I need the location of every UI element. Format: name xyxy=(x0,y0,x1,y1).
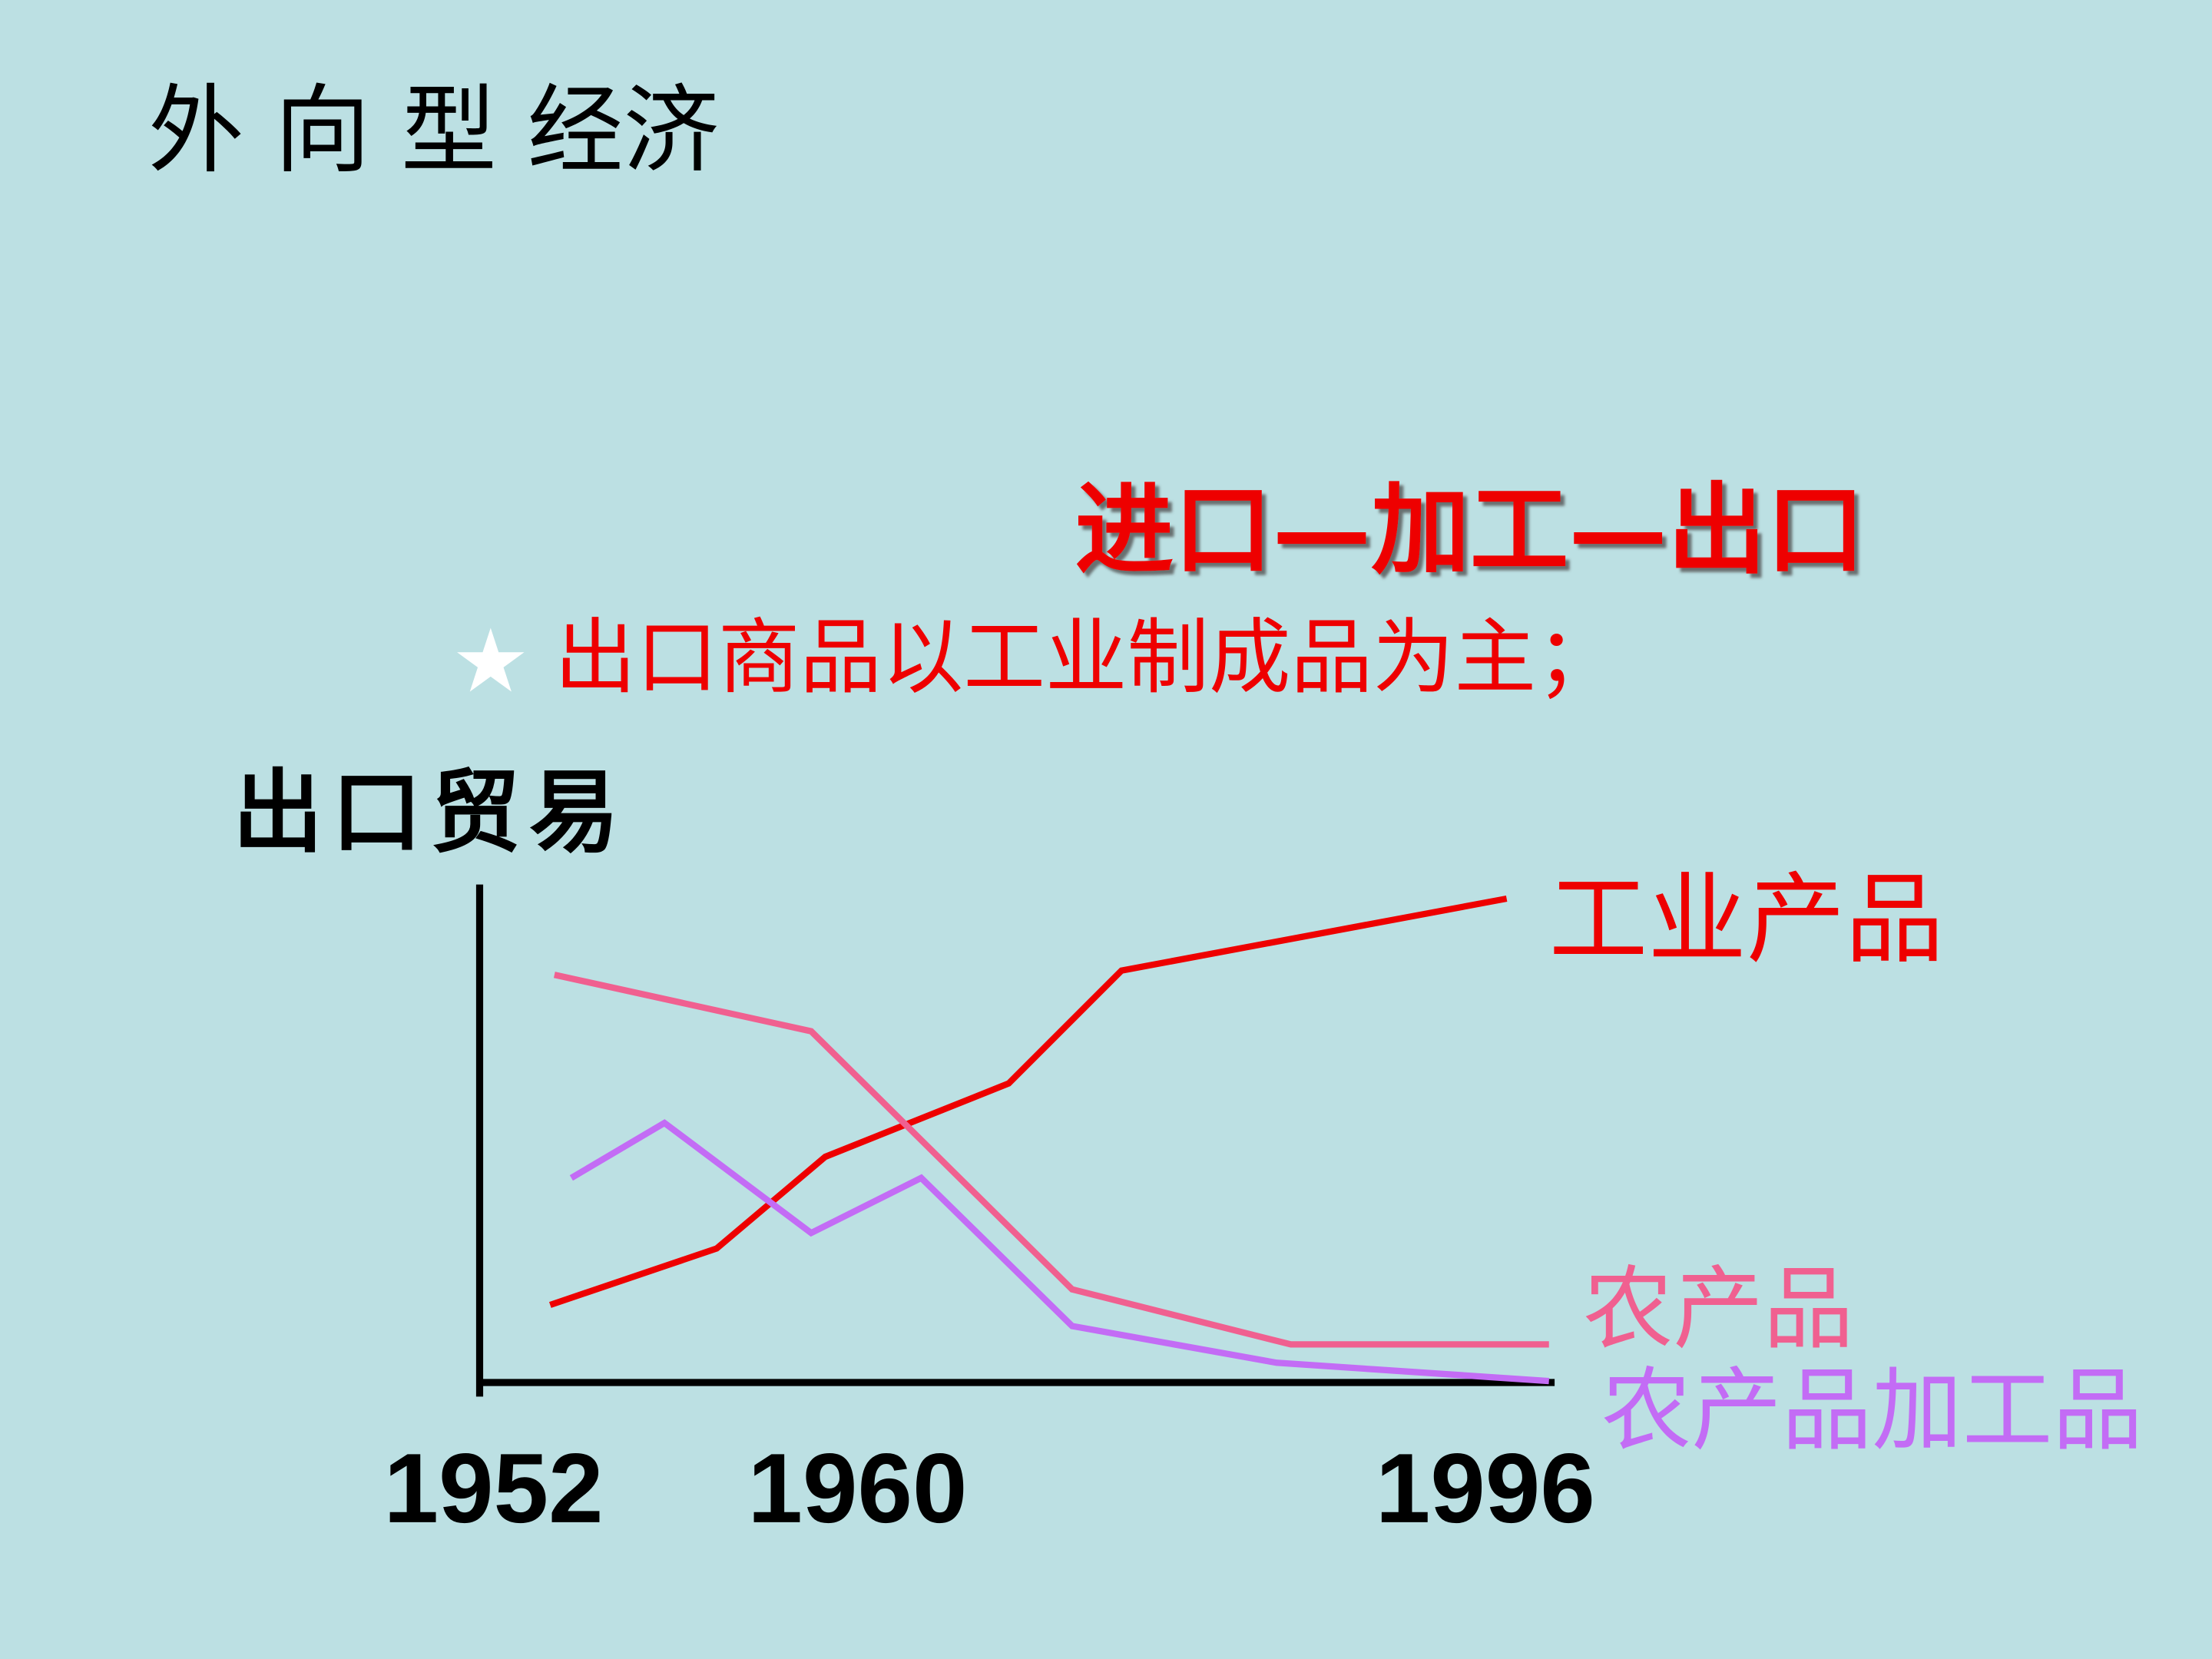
x-label: 1996 xyxy=(1376,1434,1595,1544)
x-label: 1952 xyxy=(384,1434,604,1544)
y-axis-label: 出口贸易 xyxy=(233,759,628,865)
processed-agricultural-line xyxy=(569,1119,1550,1385)
line-label: 工业产品 xyxy=(1549,863,1944,978)
x-label: 1960 xyxy=(747,1434,967,1544)
line-label: 农产品加工品 xyxy=(1601,1358,2143,1463)
line-label: 农产品 xyxy=(1583,1257,1854,1362)
headline: 进口—加工—出口 xyxy=(1075,472,1866,588)
bullet-star: ★ xyxy=(452,613,530,710)
axes xyxy=(475,884,1555,1397)
agricultural-line xyxy=(553,972,1549,1348)
slide-title: 外 向 型 经济 xyxy=(148,75,719,187)
bullet-text: 出口商品以工业制成品为主； xyxy=(555,611,1618,706)
industrial-line xyxy=(548,895,1508,1308)
